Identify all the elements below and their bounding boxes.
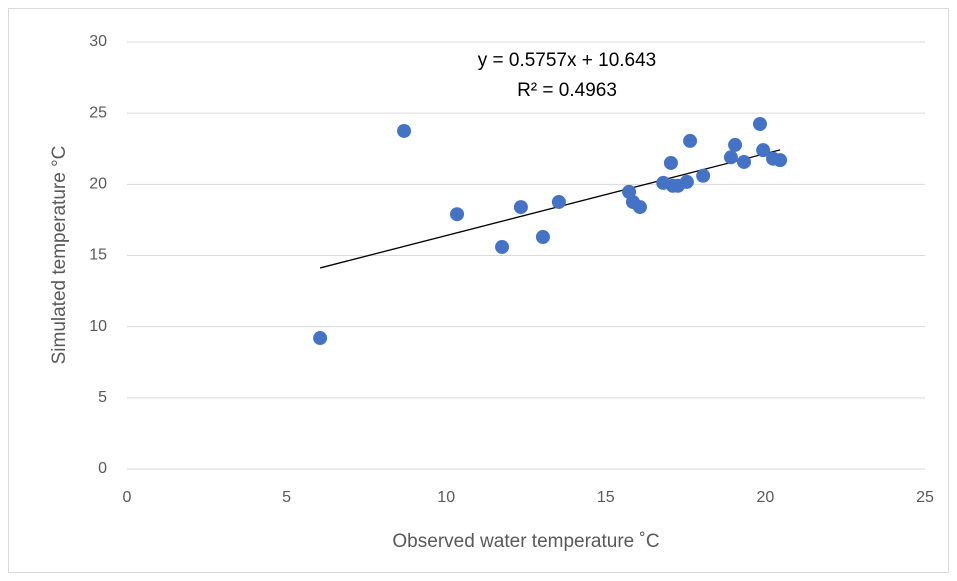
- data-point: [513, 200, 528, 215]
- y-tick-label: 5: [98, 389, 107, 406]
- trendline-equation: y = 0.5757x + 10.643: [478, 50, 657, 71]
- data-point: [683, 133, 698, 148]
- x-tick-label: 20: [757, 489, 775, 506]
- y-tick-label: 25: [89, 104, 107, 121]
- y-tick-label: 30: [89, 33, 107, 50]
- chart-border: [8, 8, 949, 573]
- data-point: [679, 174, 694, 189]
- x-tick-label: 5: [282, 489, 291, 506]
- data-point: [632, 200, 647, 215]
- data-point: [756, 143, 771, 158]
- data-point: [397, 123, 412, 138]
- data-point: [723, 150, 738, 165]
- data-point: [728, 137, 743, 152]
- x-tick-label: 10: [437, 489, 455, 506]
- y-tick-label: 0: [98, 460, 107, 477]
- y-tick-label: 15: [89, 247, 107, 264]
- x-tick-label: 0: [123, 489, 132, 506]
- data-point: [663, 155, 678, 170]
- data-point: [535, 229, 550, 244]
- x-axis-title: Observed water temperature ˚C: [392, 531, 659, 552]
- data-point: [773, 153, 788, 168]
- y-tick-label: 20: [89, 176, 107, 193]
- trendline-r2: R² = 0.4963: [517, 80, 617, 101]
- x-tick-label: 15: [597, 489, 615, 506]
- data-point: [551, 194, 566, 209]
- y-tick-label: 10: [89, 318, 107, 335]
- x-tick-label: 25: [916, 489, 934, 506]
- data-point: [752, 116, 767, 131]
- data-point: [495, 239, 510, 254]
- data-point: [313, 331, 328, 346]
- data-point: [450, 207, 465, 222]
- y-axis-title: Simulated temperature °C: [49, 146, 70, 365]
- data-point: [696, 168, 711, 183]
- data-point: [737, 154, 752, 169]
